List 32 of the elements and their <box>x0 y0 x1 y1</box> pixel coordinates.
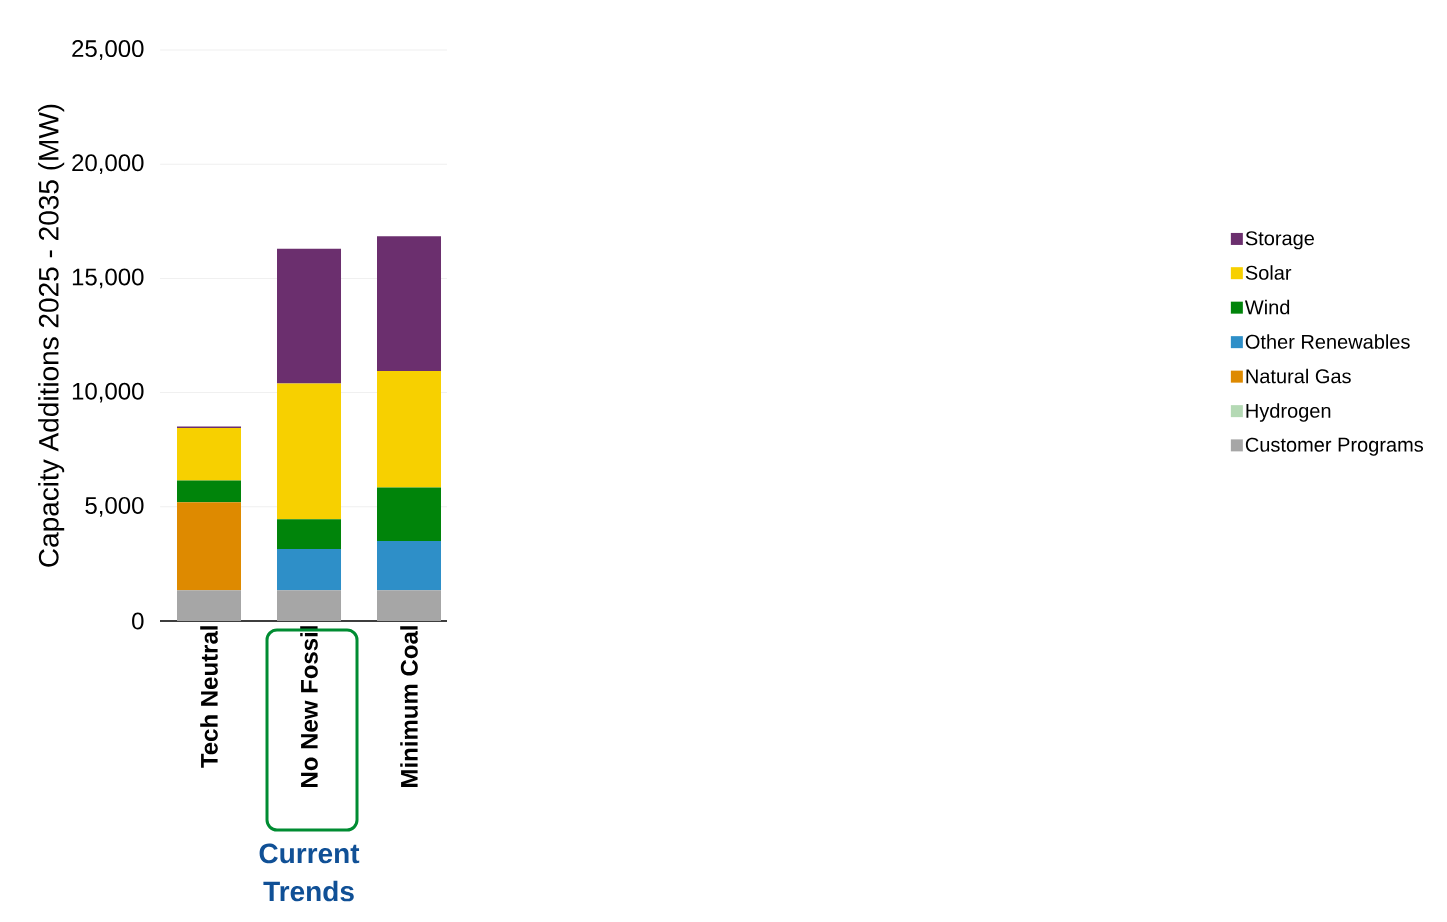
legend-label: Storage <box>1245 231 1314 250</box>
y-tick-label: 20,000 <box>72 154 144 175</box>
bar <box>277 519 342 550</box>
legend-label: Solar <box>1245 265 1292 280</box>
legend-label: Hydrogen <box>1246 403 1331 422</box>
y-tick-label: 0 <box>132 612 144 630</box>
bar <box>177 590 242 621</box>
bar <box>377 236 442 371</box>
bar <box>177 502 242 591</box>
bar <box>277 549 342 591</box>
bar <box>177 480 242 503</box>
y-tick-label: 5,000 <box>85 496 144 517</box>
bar <box>377 590 442 621</box>
bar <box>377 541 442 591</box>
y-tick-label: 10,000 <box>72 382 144 403</box>
legend-label: Other Renewables <box>1245 334 1410 349</box>
bar <box>177 428 242 481</box>
text: Current Trends <box>259 843 360 902</box>
x-tick-label: Tech Neutral <box>200 626 218 768</box>
legend-label: Wind <box>1244 299 1290 315</box>
x-tick-label: Minimum Coal <box>400 626 418 787</box>
bar <box>277 383 342 520</box>
legend-label: Customer Programs <box>1245 437 1424 456</box>
x-tick-label: No New Fossil <box>300 626 318 787</box>
y-tick-label: 25,000 <box>72 40 144 60</box>
y-axis-title: Capacity Additions 2025 - 2035 (MW) <box>38 104 65 567</box>
bar <box>377 370 442 488</box>
y-tick-label: 15,000 <box>72 268 144 289</box>
bar <box>277 590 342 621</box>
bar <box>377 487 442 542</box>
bar <box>277 248 342 384</box>
legend-label: Natural Gas <box>1246 368 1351 384</box>
